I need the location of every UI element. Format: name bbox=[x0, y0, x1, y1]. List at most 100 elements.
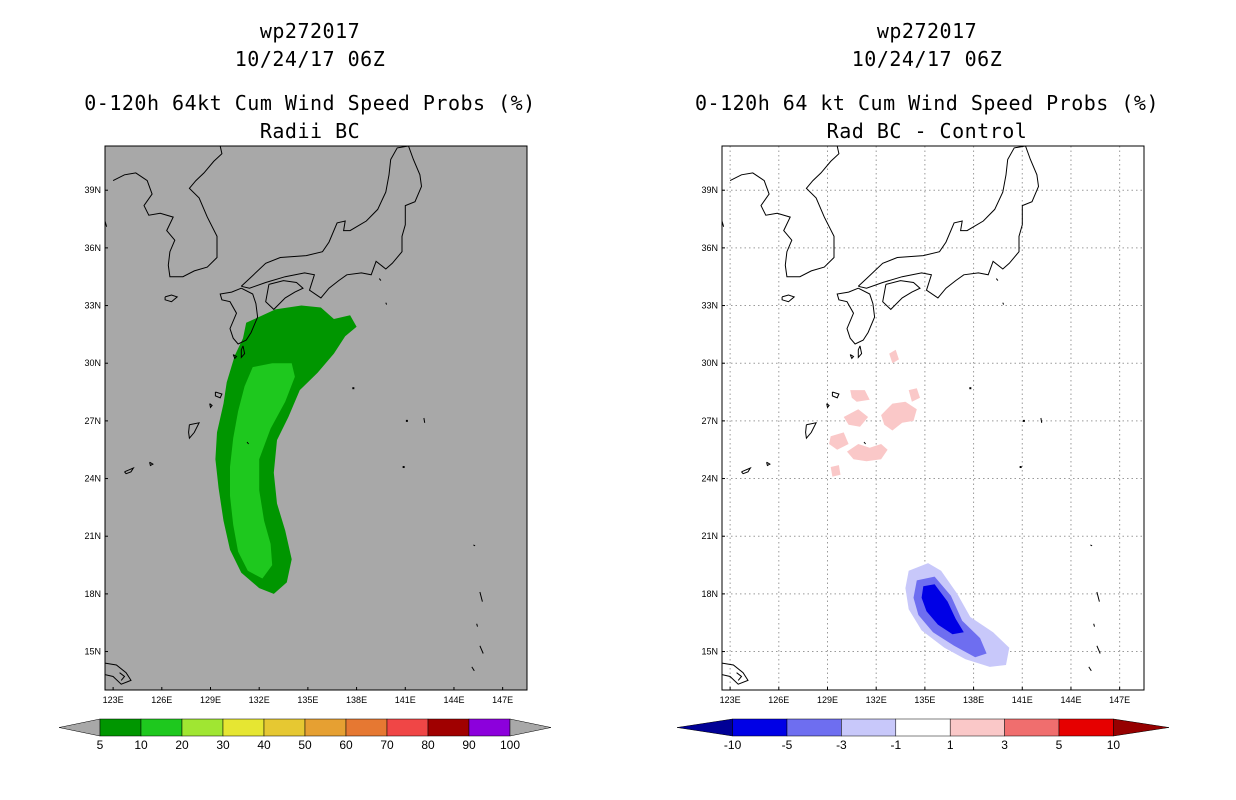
coastline bbox=[711, 457, 719, 474]
coastline bbox=[766, 461, 771, 467]
colorbar: -10 -5 -3 -1 1 3 5 10 bbox=[676, 718, 1170, 752]
y-tick-label: 30N bbox=[84, 358, 101, 368]
y-tick-label: 24N bbox=[84, 474, 101, 484]
colorbar-label: 100 bbox=[500, 738, 520, 752]
y-tick-label: 15N bbox=[701, 647, 718, 657]
colorbar-cell bbox=[140, 718, 183, 737]
colorbar-label: -3 bbox=[836, 738, 847, 752]
island-dot bbox=[1019, 466, 1022, 469]
coastline bbox=[188, 422, 201, 440]
island-dot bbox=[405, 419, 408, 422]
y-tick-label: 15N bbox=[84, 647, 101, 657]
colorbar-over-triangle bbox=[509, 718, 552, 737]
x-tick-label: 144E bbox=[1060, 695, 1081, 705]
coastline bbox=[471, 666, 475, 672]
coastline bbox=[836, 287, 876, 345]
y-tick-label: 33N bbox=[84, 301, 101, 311]
x-tick-label: 135E bbox=[914, 695, 935, 705]
coastline bbox=[1002, 302, 1005, 305]
map-background bbox=[105, 146, 527, 690]
contour-1-3-h bbox=[830, 465, 841, 477]
x-tick-label: 147E bbox=[492, 695, 513, 705]
coastline bbox=[476, 623, 478, 627]
colorbar-cell bbox=[895, 718, 951, 737]
y-tick-label: 21N bbox=[84, 531, 101, 541]
contour-1-3-a bbox=[889, 349, 899, 364]
x-tick-label: 129E bbox=[200, 695, 221, 705]
x-tick-label: 135E bbox=[297, 695, 318, 705]
coastline bbox=[1096, 591, 1100, 602]
coastline bbox=[1093, 623, 1095, 627]
x-tick-label: 123E bbox=[103, 695, 124, 705]
coastline bbox=[214, 391, 223, 399]
coastline bbox=[741, 466, 752, 475]
coastline bbox=[826, 403, 830, 409]
right-datetime: 10/24/17 06Z bbox=[851, 47, 1003, 71]
coastline bbox=[240, 345, 246, 359]
coastline bbox=[1096, 645, 1101, 654]
x-tick-label: 138E bbox=[963, 695, 984, 705]
colorbar-label: 5 bbox=[1056, 738, 1063, 752]
left-chart-subtitle: Radii BC bbox=[259, 119, 361, 143]
y-tick-label: 18N bbox=[84, 589, 101, 599]
colorbar-cell bbox=[949, 718, 1005, 737]
colorbar-cell bbox=[786, 718, 842, 737]
y-tick-label: 21N bbox=[701, 531, 718, 541]
right-storm-id: wp272017 bbox=[876, 19, 978, 43]
y-tick-label: 30N bbox=[701, 358, 718, 368]
coastline bbox=[423, 417, 426, 423]
panel-radii-bc: 123E 126E 129E 132E 135E 138E 141E 144E 147E 15N 1… bbox=[58, 145, 552, 752]
coastline bbox=[882, 280, 921, 311]
island-dot bbox=[352, 387, 355, 390]
map-area bbox=[105, 146, 484, 685]
colorbar-cell bbox=[468, 718, 511, 737]
colorbar: 5 10 20 30 40 50 60 70 80 90 100 bbox=[58, 718, 552, 752]
contour-1-3-e bbox=[881, 401, 917, 431]
coastline bbox=[849, 354, 855, 360]
colorbar-cell bbox=[841, 718, 897, 737]
colorbar-cell bbox=[1004, 718, 1060, 737]
colorbar-under-triangle bbox=[58, 718, 101, 737]
right-chart-title: 0-120h 64 kt Cum Wind Speed Probs (%) bbox=[694, 91, 1160, 115]
coastline bbox=[479, 645, 484, 654]
colorbar-cell bbox=[304, 718, 347, 737]
colorbar-label: 5 bbox=[97, 738, 104, 752]
colorbar-label: 50 bbox=[298, 738, 312, 752]
contour-1-3-d bbox=[843, 409, 869, 427]
colorbar-cell bbox=[386, 718, 429, 737]
coastline bbox=[219, 287, 259, 345]
colorbar-label: 30 bbox=[216, 738, 230, 752]
x-tick-label: 123E bbox=[720, 695, 741, 705]
island-dot bbox=[402, 466, 405, 469]
x-tick-label: 129E bbox=[817, 695, 838, 705]
colorbar-label: 70 bbox=[380, 738, 394, 752]
panel-rad-bc-control: 123E 126E 129E 132E 135E 138E 141E 144E 147E 15N 1… bbox=[676, 145, 1170, 752]
contour-1-3-b bbox=[850, 390, 870, 402]
coastline bbox=[473, 544, 476, 547]
colorbar-cell bbox=[1058, 718, 1114, 737]
y-tick-label: 27N bbox=[84, 416, 101, 426]
coastline bbox=[232, 354, 238, 360]
coastline bbox=[729, 146, 840, 278]
colorbar-label: -10 bbox=[724, 738, 742, 752]
colorbar-cell bbox=[181, 718, 224, 737]
coastline bbox=[209, 403, 213, 409]
coastline bbox=[105, 662, 132, 685]
x-tick-label: 141E bbox=[1012, 695, 1033, 705]
x-tick-label: 141E bbox=[395, 695, 416, 705]
colorbar-over-triangle bbox=[1113, 718, 1170, 737]
colorbar-cell bbox=[345, 718, 388, 737]
map-frame bbox=[104, 145, 528, 691]
colorbar-cell bbox=[732, 718, 788, 737]
x-tick-label: 126E bbox=[768, 695, 789, 705]
colorbar-cell bbox=[263, 718, 306, 737]
coastline bbox=[722, 662, 749, 685]
colorbar-label: 10 bbox=[134, 738, 148, 752]
contour-1-3-f bbox=[829, 432, 849, 450]
coastline bbox=[378, 278, 382, 281]
x-tick-label: 144E bbox=[443, 695, 464, 705]
coastline bbox=[164, 294, 179, 303]
colorbar-label: 80 bbox=[421, 738, 435, 752]
coastline bbox=[863, 441, 866, 445]
